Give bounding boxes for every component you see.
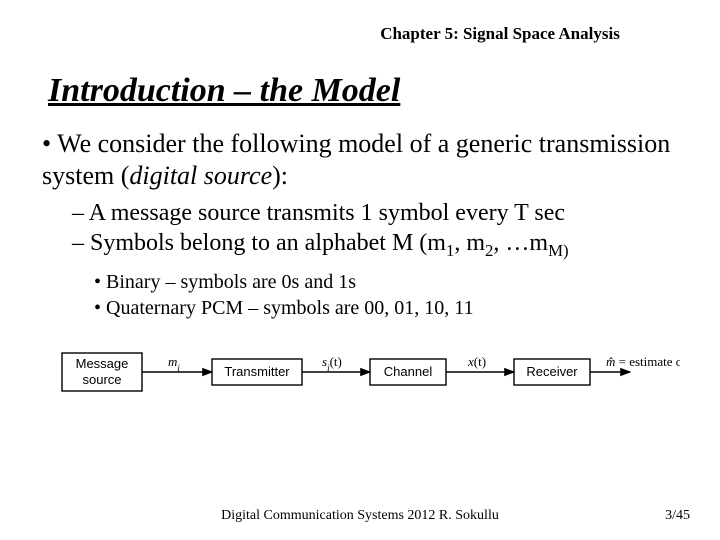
sub2-s3: M)	[548, 241, 569, 260]
svg-text:Channel: Channel	[384, 364, 433, 379]
svg-text:x(t): x(t)	[467, 354, 486, 369]
svg-text:Receiver: Receiver	[526, 364, 578, 379]
main-bullet-post: ):	[272, 161, 288, 190]
sub2-mid2: , …m	[493, 230, 548, 256]
footer: Digital Communication Systems 2012 R. So…	[0, 508, 720, 524]
subsub-item-1: Binary – symbols are 0s and 1s	[94, 269, 678, 295]
sub-list: A message source transmits 1 symbol ever…	[72, 199, 678, 261]
footer-center: Digital Communication Systems 2012 R. So…	[0, 508, 720, 524]
chapter-header: Chapter 5: Signal Space Analysis	[0, 0, 720, 44]
subsub-list: Binary – symbols are 0s and 1s Quaternar…	[94, 269, 678, 321]
svg-text:si(t): si(t)	[322, 354, 342, 373]
block-diagram: Messagesource Transmitter Channel Receiver m…	[40, 341, 680, 405]
main-bullet-italic: digital source	[129, 161, 272, 190]
sub2-pre: Symbols belong to an alphabet M (m	[90, 230, 446, 256]
svg-text:Transmitter: Transmitter	[224, 364, 290, 379]
sub-item-2: Symbols belong to an alphabet M (m1, m2,…	[72, 229, 678, 261]
subsub-item-2: Quaternary PCM – symbols are 00, 01, 10,…	[94, 295, 678, 321]
svg-text:source: source	[82, 372, 121, 387]
svg-text:Message: Message	[76, 356, 129, 371]
svg-text:m̂ = estimate of mi: m̂ = estimate of mi	[606, 354, 680, 373]
page-title: Introduction – the Model	[48, 72, 720, 110]
sub-item-1: A message source transmits 1 symbol ever…	[72, 199, 678, 228]
sub2-mid1: , m	[454, 230, 485, 256]
main-bullet: We consider the following model of a gen…	[42, 128, 678, 191]
svg-text:mi: mi	[168, 354, 180, 373]
footer-right: 3/45	[665, 508, 690, 524]
